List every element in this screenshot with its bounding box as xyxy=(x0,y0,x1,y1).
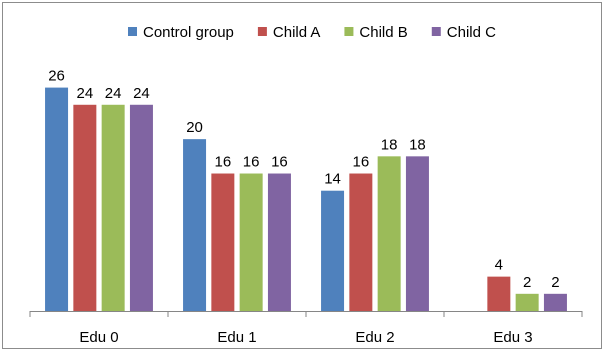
legend-swatch-control-group xyxy=(128,27,137,36)
bar-child-b-edu-0 xyxy=(101,104,125,312)
data-label-child-c-edu-2: 18 xyxy=(409,136,426,153)
x-tick-label-edu-3: Edu 3 xyxy=(493,329,532,346)
data-label-child-b-edu-1: 16 xyxy=(243,154,260,171)
data-label-control-group-edu-2: 14 xyxy=(324,171,341,188)
bar-child-b-edu-1 xyxy=(239,173,263,311)
legend-label-child-b: Child B xyxy=(359,24,407,41)
bar-child-b-edu-2 xyxy=(377,156,401,311)
legend-label-child-a: Child A xyxy=(273,24,321,41)
x-tick-label-edu-2: Edu 2 xyxy=(355,329,394,346)
x-tick-label-edu-0: Edu 0 xyxy=(79,329,118,346)
data-label-child-b-edu-0: 24 xyxy=(105,85,122,102)
data-label-child-c-edu-0: 24 xyxy=(133,85,150,102)
data-label-control-group-edu-1: 20 xyxy=(186,119,203,136)
data-label-child-c-edu-1: 16 xyxy=(271,154,288,171)
bar-child-c-edu-3 xyxy=(543,293,567,311)
bar-control-group-edu-2 xyxy=(321,190,345,311)
value-labels: 26 24 24 24 20 16 16 16 14 16 18 18 4 2 2 xyxy=(48,68,559,291)
bar-child-b-edu-3 xyxy=(515,293,539,311)
bar-child-a-edu-0 xyxy=(73,104,97,312)
data-label-child-c-edu-3: 2 xyxy=(551,274,559,291)
legend-swatch-child-a xyxy=(257,27,267,36)
legend-label-child-c: Child C xyxy=(447,24,496,41)
legend-label-control-group: Control group xyxy=(143,24,234,41)
bar-control-group-edu-1 xyxy=(183,139,207,311)
data-label-child-a-edu-3: 4 xyxy=(495,257,503,274)
data-label-child-a-edu-0: 24 xyxy=(77,85,94,102)
data-label-child-a-edu-2: 16 xyxy=(353,154,370,171)
data-label-child-b-edu-3: 2 xyxy=(523,274,531,291)
legend-swatch-child-c xyxy=(431,27,441,36)
bar-child-c-edu-1 xyxy=(267,173,291,311)
x-axis: Edu 0 Edu 1 Edu 2 Edu 3 xyxy=(29,311,583,346)
data-label-child-a-edu-1: 16 xyxy=(215,154,232,171)
bar-child-a-edu-1 xyxy=(211,173,235,311)
bar-child-a-edu-2 xyxy=(349,173,373,311)
bars xyxy=(45,87,567,312)
bar-child-a-edu-3 xyxy=(487,276,511,311)
bar-control-group-edu-0 xyxy=(45,87,69,311)
data-label-child-b-edu-2: 18 xyxy=(381,136,398,153)
legend: Control group Child A Child B Child C xyxy=(128,24,496,41)
bar-child-c-edu-0 xyxy=(129,104,153,312)
legend-swatch-child-b xyxy=(344,27,354,36)
bar-child-c-edu-2 xyxy=(405,156,429,311)
data-label-control-group-edu-0: 26 xyxy=(48,68,65,85)
x-tick-label-edu-1: Edu 1 xyxy=(217,329,256,346)
